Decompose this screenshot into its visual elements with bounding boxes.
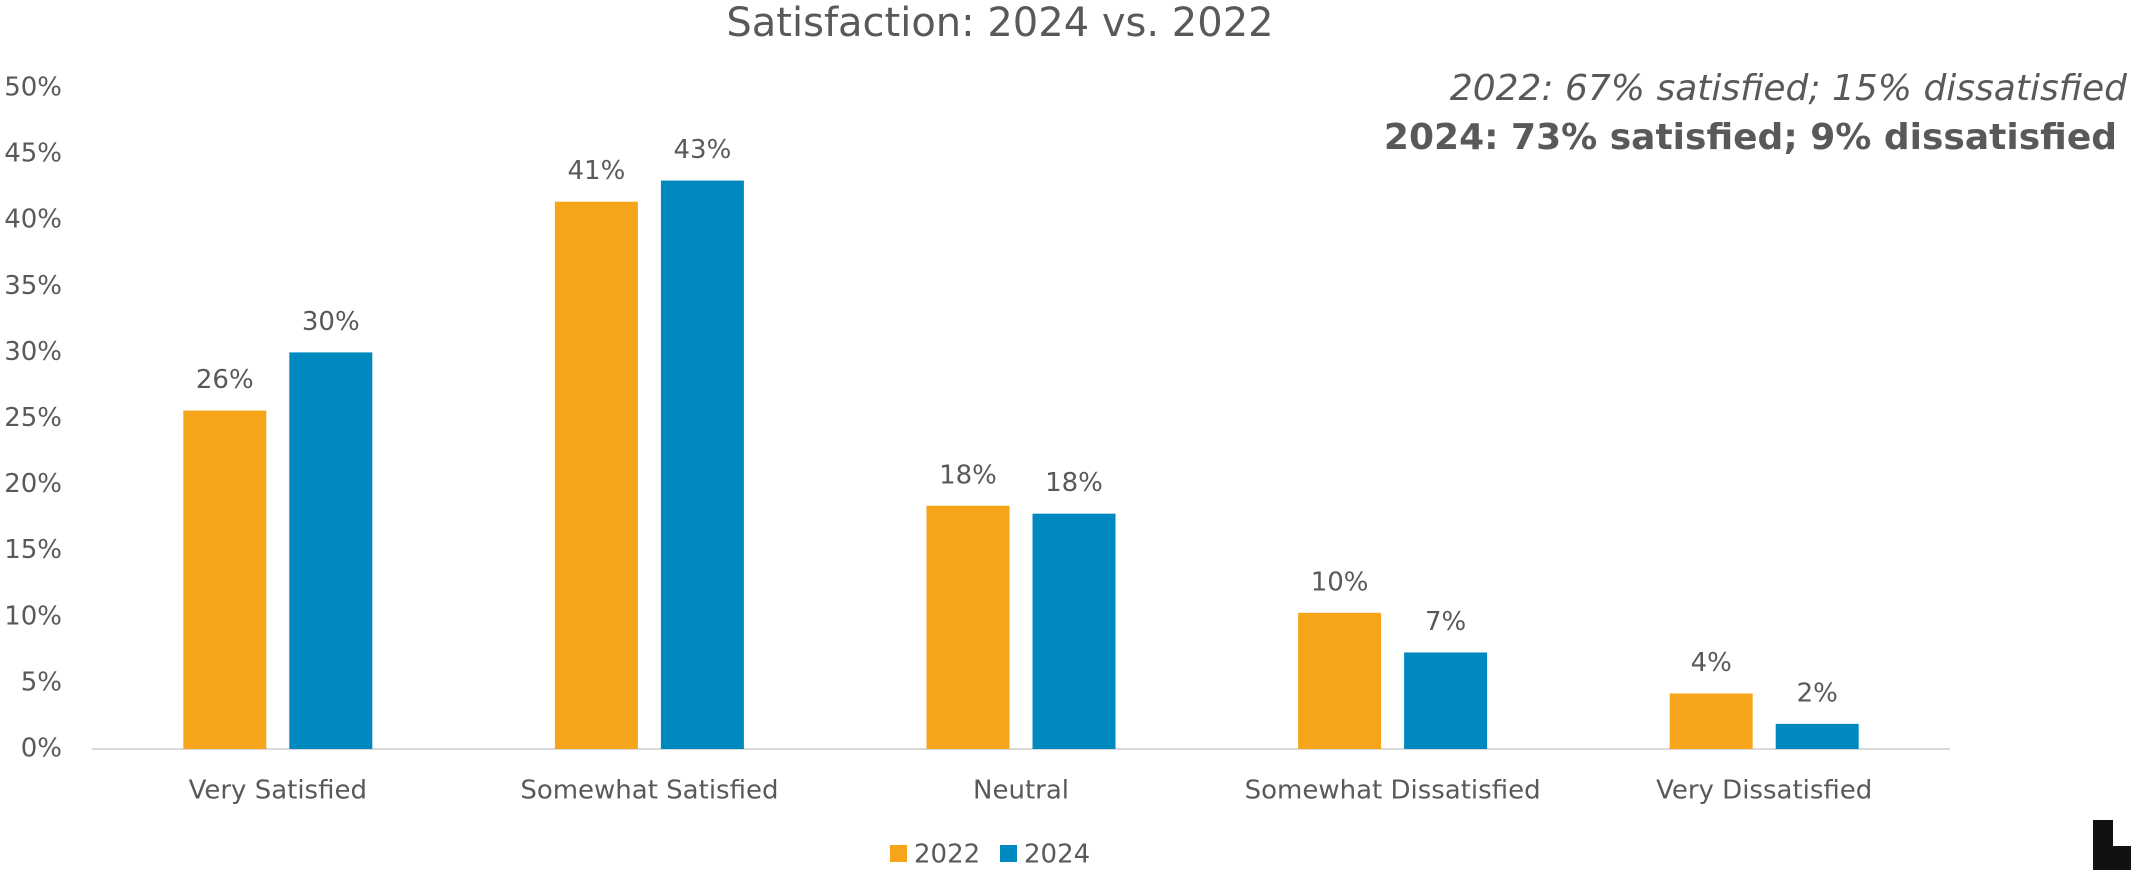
y-tick-label: 20% xyxy=(4,469,62,499)
legend-swatch xyxy=(1000,845,1017,862)
legend-swatch xyxy=(890,845,907,862)
y-tick-label: 25% xyxy=(4,403,62,433)
chart-title: Satisfaction: 2024 vs. 2022 xyxy=(726,0,1273,46)
bar xyxy=(1298,612,1382,749)
y-tick-label: 30% xyxy=(4,337,62,367)
y-tick-label: 35% xyxy=(4,271,62,301)
y-tick-label: 45% xyxy=(4,139,62,169)
data-label: 18% xyxy=(1045,468,1103,498)
bar xyxy=(554,201,638,749)
data-label: 43% xyxy=(674,135,732,165)
y-tick-label: 10% xyxy=(4,601,62,631)
y-tick-label: 15% xyxy=(4,535,62,565)
data-label: 18% xyxy=(939,460,997,490)
data-label: 2% xyxy=(1797,678,1838,708)
bar xyxy=(183,410,267,749)
bar xyxy=(660,180,744,750)
bar xyxy=(289,352,373,749)
annotation: 2024: 73% satisfied; 9% dissatisfied xyxy=(1384,117,2117,158)
bar xyxy=(1032,513,1116,749)
bar xyxy=(1669,693,1753,749)
logo-fragment xyxy=(2093,820,2131,870)
data-label: 10% xyxy=(1311,567,1369,597)
data-label: 26% xyxy=(196,365,254,395)
y-tick-label: 0% xyxy=(21,734,62,764)
data-label: 7% xyxy=(1425,607,1466,637)
y-tick-label: 40% xyxy=(4,205,62,235)
x-tick-label: Somewhat Dissatisfied xyxy=(1245,776,1541,806)
x-tick-label: Very Satisfied xyxy=(189,776,367,806)
x-tick-label: Somewhat Satisfied xyxy=(520,776,778,806)
data-label: 4% xyxy=(1691,648,1732,678)
bar xyxy=(926,505,1010,749)
bar xyxy=(1404,652,1488,749)
bar xyxy=(1775,723,1859,749)
legend-label: 2022 xyxy=(914,840,980,870)
data-label: 41% xyxy=(568,156,626,186)
x-tick-label: Neutral xyxy=(973,776,1069,806)
x-tick-label: Very Dissatisfied xyxy=(1656,776,1872,806)
legend-label: 2024 xyxy=(1024,840,1090,870)
y-tick-label: 50% xyxy=(4,73,62,103)
data-label: 30% xyxy=(302,307,360,337)
y-tick-label: 5% xyxy=(21,667,62,697)
annotation: 2022: 67% satisfied; 15% dissatisfied xyxy=(1450,68,2128,109)
